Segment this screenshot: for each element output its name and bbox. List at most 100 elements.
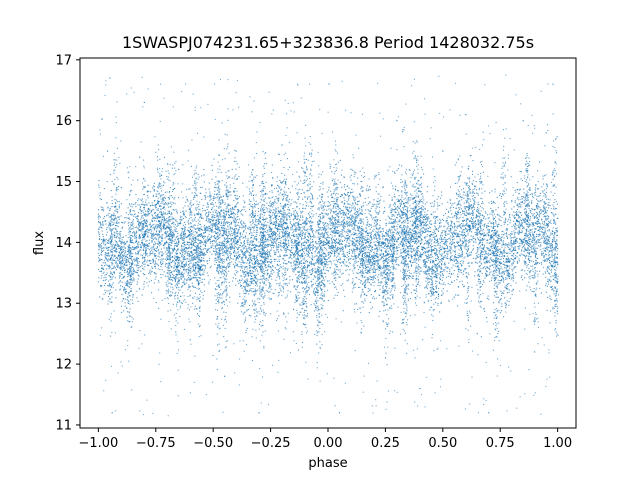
data-point xyxy=(171,233,173,235)
data-point xyxy=(103,277,105,279)
data-point xyxy=(341,209,343,211)
data-point xyxy=(147,207,149,210)
data-point xyxy=(166,221,168,223)
data-point xyxy=(398,211,400,213)
data-point xyxy=(125,259,128,261)
data-point xyxy=(255,262,257,264)
data-point xyxy=(227,240,229,242)
data-point xyxy=(528,243,530,245)
data-point xyxy=(128,225,130,227)
data-point xyxy=(239,232,241,234)
data-point xyxy=(549,205,551,207)
data-point xyxy=(347,213,349,215)
data-point xyxy=(464,224,467,226)
data-point xyxy=(452,273,454,275)
data-point xyxy=(110,251,112,253)
data-point xyxy=(98,218,100,220)
data-point xyxy=(322,215,324,217)
data-point xyxy=(114,202,116,204)
data-point xyxy=(283,233,285,235)
data-point xyxy=(496,196,498,198)
data-point xyxy=(145,254,147,256)
data-point xyxy=(454,182,456,185)
data-point xyxy=(436,239,438,241)
data-point xyxy=(209,240,212,242)
data-point xyxy=(283,195,285,198)
data-point xyxy=(459,240,461,242)
data-point xyxy=(126,316,128,318)
data-point xyxy=(200,290,202,292)
data-point xyxy=(501,244,503,246)
data-point xyxy=(379,227,381,229)
data-point xyxy=(164,265,166,267)
data-point xyxy=(439,235,442,237)
data-point xyxy=(484,223,486,225)
data-point xyxy=(527,215,530,217)
data-point xyxy=(190,216,192,219)
data-point xyxy=(516,237,518,239)
data-point xyxy=(483,224,485,226)
data-point xyxy=(194,292,197,294)
data-point xyxy=(530,224,532,226)
data-point xyxy=(274,209,276,211)
data-point xyxy=(547,281,550,283)
data-point xyxy=(535,184,537,186)
data-point xyxy=(191,266,193,268)
data-point xyxy=(403,233,405,235)
data-point xyxy=(203,253,205,255)
data-point xyxy=(486,256,488,258)
data-point xyxy=(432,261,434,263)
data-point xyxy=(427,220,429,222)
data-point xyxy=(456,226,458,228)
data-point xyxy=(554,305,556,307)
data-point xyxy=(182,224,184,226)
data-point xyxy=(469,205,471,207)
data-point xyxy=(506,266,508,268)
data-point xyxy=(162,253,164,255)
data-point xyxy=(303,238,305,240)
data-point xyxy=(422,216,425,218)
data-point xyxy=(164,242,166,244)
data-point xyxy=(444,244,446,246)
data-point xyxy=(501,305,503,307)
data-point xyxy=(357,239,359,241)
data-point xyxy=(276,187,278,189)
data-point xyxy=(310,264,312,266)
data-point xyxy=(391,261,393,263)
data-point xyxy=(423,173,425,175)
data-point xyxy=(376,259,378,261)
data-point xyxy=(230,212,232,214)
data-point xyxy=(177,265,180,268)
data-point xyxy=(211,227,213,229)
data-point xyxy=(287,268,289,270)
data-point xyxy=(527,226,530,228)
data-point xyxy=(301,167,303,169)
data-point xyxy=(449,270,451,272)
data-point xyxy=(522,245,525,248)
data-point xyxy=(167,247,169,249)
data-point xyxy=(540,262,542,264)
data-point xyxy=(428,226,430,228)
data-point xyxy=(297,224,299,226)
data-point xyxy=(383,277,385,279)
data-point xyxy=(443,257,445,259)
data-point xyxy=(175,230,177,232)
data-point xyxy=(369,245,371,247)
data-point xyxy=(345,207,347,209)
data-point xyxy=(134,233,136,235)
data-point xyxy=(310,238,312,240)
data-point xyxy=(509,219,512,221)
data-point xyxy=(204,235,207,237)
data-point xyxy=(388,242,390,244)
data-point xyxy=(476,229,478,231)
data-point xyxy=(393,226,395,228)
data-point xyxy=(464,214,466,216)
data-point xyxy=(170,252,172,254)
data-point xyxy=(424,250,426,252)
data-point xyxy=(472,248,475,250)
data-point xyxy=(108,221,110,223)
data-point xyxy=(119,266,121,268)
data-point xyxy=(431,273,433,275)
data-point xyxy=(445,208,447,210)
data-point xyxy=(469,177,471,179)
